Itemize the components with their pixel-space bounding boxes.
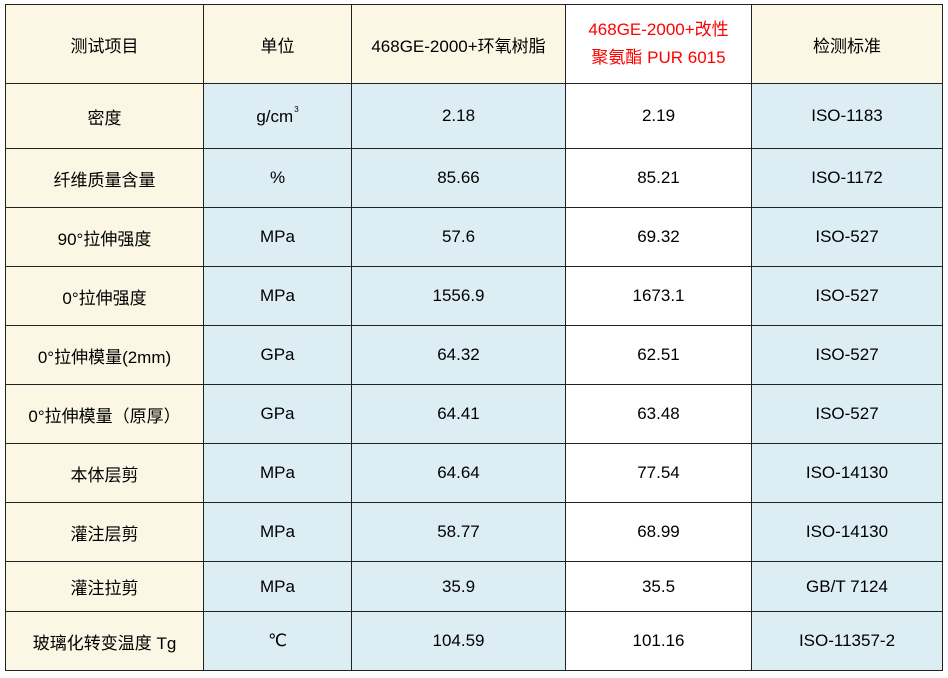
cell-unit: MPa <box>203 561 352 612</box>
cell-item: 0°拉伸模量(2mm) <box>5 325 204 385</box>
cell-pur: 101.16 <box>565 611 752 671</box>
cell-unit: MPa <box>203 502 352 562</box>
cell-epoxy: 64.41 <box>351 384 566 444</box>
cell-epoxy: 35.9 <box>351 561 566 612</box>
table-row: 密度 g/cm3 2.18 2.19 ISO-1183 <box>5 83 943 149</box>
cell-item: 玻璃化转变温度 Tg <box>5 611 204 671</box>
cell-standard: ISO-14130 <box>751 502 943 562</box>
table-wrapper: 测试项目 单位 468GE-2000+环氧树脂 468GE-2000+改性 聚氨… <box>5 4 943 671</box>
cell-pur: 77.54 <box>565 443 752 503</box>
table-row: 0°拉伸模量（原厚） GPa 64.41 63.48 ISO-527 <box>5 384 943 444</box>
cell-standard: ISO-14130 <box>751 443 943 503</box>
header-unit: 单位 <box>203 4 352 84</box>
cell-epoxy: 1556.9 <box>351 266 566 326</box>
cell-unit: MPa <box>203 207 352 267</box>
header-pur-line2: 聚氨酯 PUR 6015 <box>591 48 726 67</box>
cell-unit: GPa <box>203 384 352 444</box>
header-pur-line1: 468GE-2000+改性 <box>588 20 729 39</box>
cell-item: 灌注拉剪 <box>5 561 204 612</box>
cell-standard: ISO-1172 <box>751 148 943 208</box>
cell-epoxy: 64.64 <box>351 443 566 503</box>
cell-unit: % <box>203 148 352 208</box>
cell-pur: 2.19 <box>565 83 752 149</box>
cell-epoxy: 2.18 <box>351 83 566 149</box>
cell-unit-text: g/cm <box>256 107 294 126</box>
cell-epoxy: 85.66 <box>351 148 566 208</box>
cell-pur: 85.21 <box>565 148 752 208</box>
cell-pur: 62.51 <box>565 325 752 385</box>
cell-unit-sup: 3 <box>294 105 299 114</box>
cell-pur: 1673.1 <box>565 266 752 326</box>
header-row: 测试项目 单位 468GE-2000+环氧树脂 468GE-2000+改性 聚氨… <box>5 4 943 84</box>
cell-unit: MPa <box>203 443 352 503</box>
cell-item: 灌注层剪 <box>5 502 204 562</box>
cell-item: 密度 <box>5 83 204 149</box>
cell-epoxy: 104.59 <box>351 611 566 671</box>
cell-item: 0°拉伸模量（原厚） <box>5 384 204 444</box>
cell-standard: ISO-527 <box>751 207 943 267</box>
cell-unit: MPa <box>203 266 352 326</box>
cell-epoxy: 58.77 <box>351 502 566 562</box>
cell-pur: 35.5 <box>565 561 752 612</box>
comparison-table: 测试项目 单位 468GE-2000+环氧树脂 468GE-2000+改性 聚氨… <box>5 4 943 671</box>
cell-epoxy: 64.32 <box>351 325 566 385</box>
cell-unit: g/cm3 <box>203 83 352 149</box>
cell-item: 本体层剪 <box>5 443 204 503</box>
cell-unit: ℃ <box>203 611 352 671</box>
cell-standard: ISO-527 <box>751 266 943 326</box>
cell-pur: 63.48 <box>565 384 752 444</box>
header-pur: 468GE-2000+改性 聚氨酯 PUR 6015 <box>565 4 752 84</box>
cell-item: 纤维质量含量 <box>5 148 204 208</box>
table-row: 灌注拉剪 MPa 35.9 35.5 GB/T 7124 <box>5 561 943 612</box>
header-epoxy: 468GE-2000+环氧树脂 <box>351 4 566 84</box>
table-row: 90°拉伸强度 MPa 57.6 69.32 ISO-527 <box>5 207 943 267</box>
cell-standard: ISO-527 <box>751 384 943 444</box>
table-row: 玻璃化转变温度 Tg ℃ 104.59 101.16 ISO-11357-2 <box>5 611 943 671</box>
cell-pur: 69.32 <box>565 207 752 267</box>
cell-standard: ISO-1183 <box>751 83 943 149</box>
cell-epoxy: 57.6 <box>351 207 566 267</box>
cell-standard: ISO-527 <box>751 325 943 385</box>
table-row: 纤维质量含量 % 85.66 85.21 ISO-1172 <box>5 148 943 208</box>
cell-unit: GPa <box>203 325 352 385</box>
cell-item: 0°拉伸强度 <box>5 266 204 326</box>
cell-standard: GB/T 7124 <box>751 561 943 612</box>
header-standard: 检测标准 <box>751 4 943 84</box>
cell-item: 90°拉伸强度 <box>5 207 204 267</box>
table-row: 0°拉伸强度 MPa 1556.9 1673.1 ISO-527 <box>5 266 943 326</box>
header-item: 测试项目 <box>5 4 204 84</box>
cell-standard: ISO-11357-2 <box>751 611 943 671</box>
cell-pur: 68.99 <box>565 502 752 562</box>
table-row: 0°拉伸模量(2mm) GPa 64.32 62.51 ISO-527 <box>5 325 943 385</box>
table-row: 本体层剪 MPa 64.64 77.54 ISO-14130 <box>5 443 943 503</box>
table-row: 灌注层剪 MPa 58.77 68.99 ISO-14130 <box>5 502 943 562</box>
